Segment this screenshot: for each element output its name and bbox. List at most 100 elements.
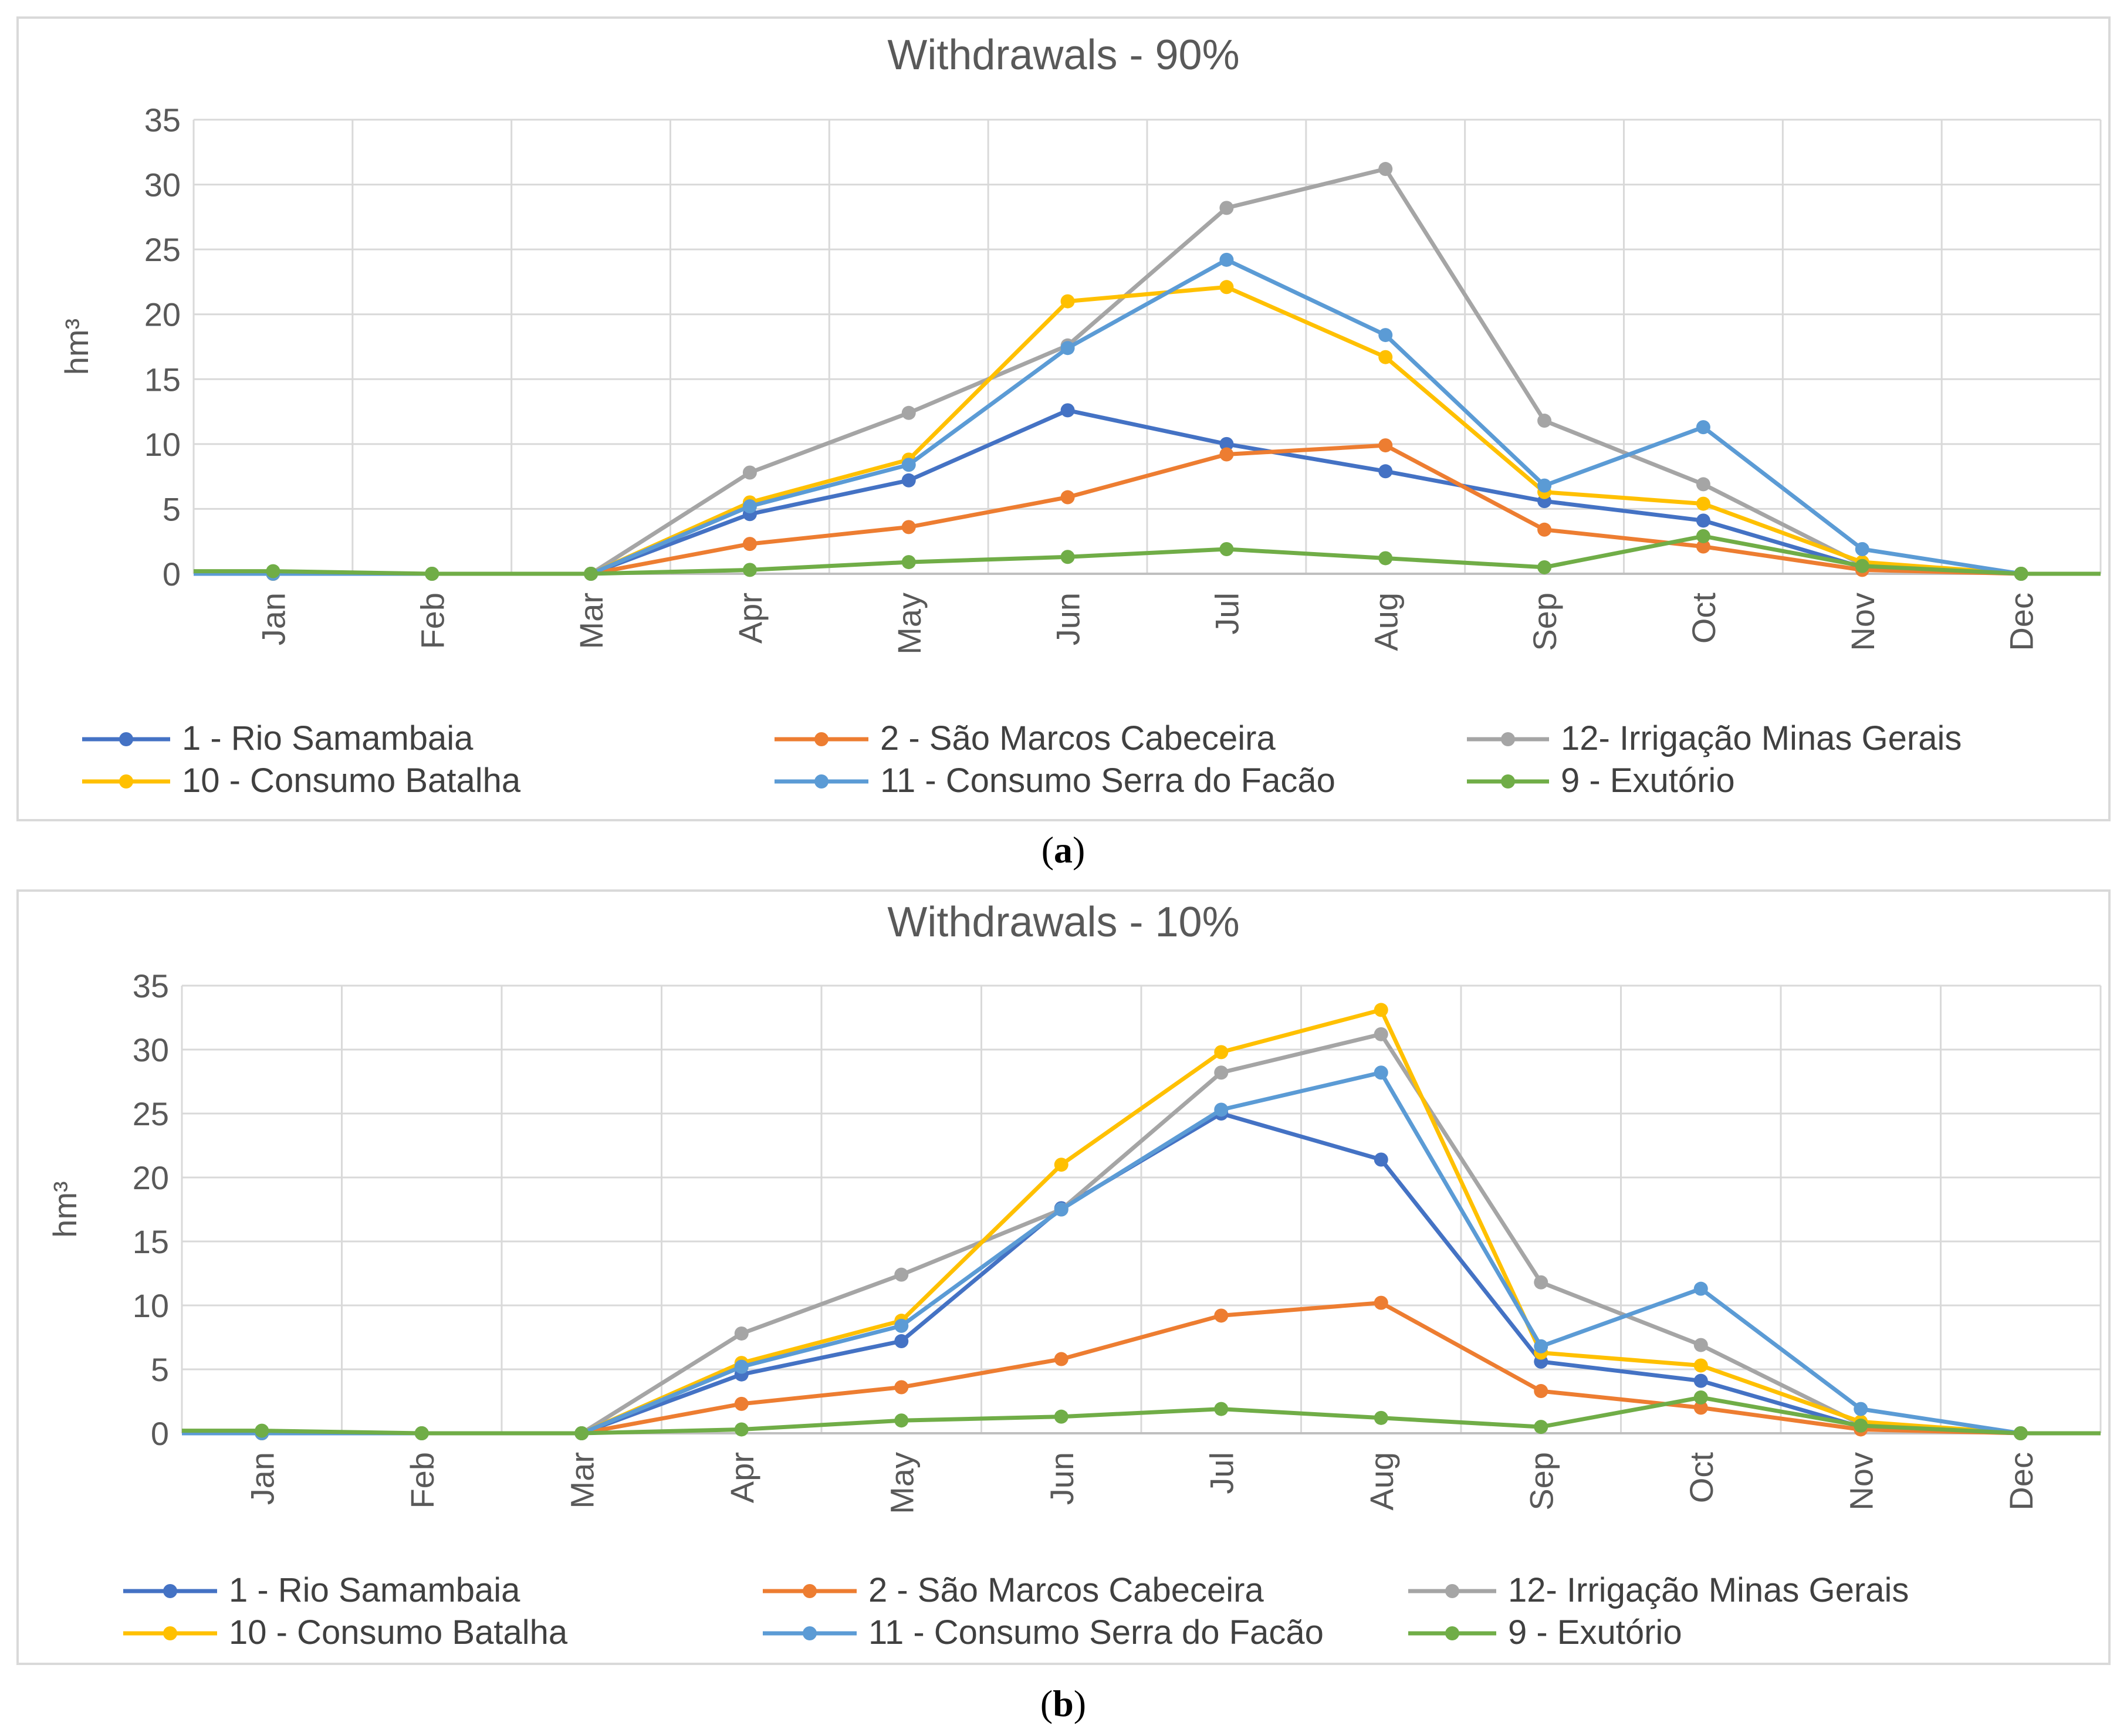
data-point	[901, 520, 916, 534]
legend-item: 12- Irrigação Minas Gerais	[1408, 1571, 1909, 1609]
x-tick-label: Apr	[732, 593, 769, 644]
x-tick-label: Nov	[1842, 1452, 1879, 1511]
data-point	[1054, 1352, 1068, 1366]
data-point	[1854, 1402, 1868, 1416]
legend-swatch-marker	[814, 774, 829, 789]
data-point	[2014, 567, 2028, 581]
legend-item: 12- Irrigação Minas Gerais	[1467, 719, 1962, 757]
y-tick-label: 10	[133, 1287, 169, 1324]
data-point	[1054, 1409, 1068, 1424]
data-point	[1378, 464, 1393, 479]
data-point	[1537, 522, 1552, 537]
data-point	[1696, 529, 1710, 543]
data-point	[1696, 539, 1710, 554]
y-tick-label: 25	[144, 231, 181, 268]
chart-frame	[16, 889, 2111, 1665]
legend-swatch-marker	[119, 774, 133, 789]
data-point	[1693, 1358, 1708, 1373]
legend-item: 10 - Consumo Batalha	[82, 762, 521, 800]
x-tick-label: Mar	[573, 593, 610, 649]
data-point	[1054, 1158, 1068, 1172]
data-point	[1693, 1390, 1708, 1405]
series-line	[182, 1395, 2101, 1436]
data-point	[1534, 1339, 1548, 1353]
data-point	[894, 1267, 909, 1282]
x-tick-label: Aug	[1367, 593, 1404, 651]
data-point	[1374, 1410, 1388, 1425]
data-point	[894, 1334, 909, 1349]
data-point	[894, 1413, 909, 1428]
data-point	[1534, 1275, 1548, 1290]
data-point	[1374, 1027, 1388, 1041]
data-point	[1060, 403, 1075, 418]
y-tick-label: 35	[133, 967, 169, 1004]
data-point	[1219, 252, 1234, 267]
x-tick-label: Oct	[1683, 1452, 1720, 1504]
data-point	[1214, 1308, 1229, 1323]
data-point	[1378, 551, 1393, 566]
data-point	[1537, 560, 1552, 574]
x-tick-label: Feb	[404, 1452, 441, 1509]
x-tick-label: Sep	[1523, 1452, 1560, 1511]
data-point	[901, 405, 916, 420]
y-tick-label: 35	[144, 101, 181, 138]
data-point	[1219, 447, 1234, 462]
y-tick-label: 10	[144, 426, 181, 463]
legend-label: 9 - Exutório	[1561, 762, 1735, 800]
data-point	[1693, 1400, 1708, 1415]
data-point	[1219, 542, 1234, 556]
legend-swatch-marker	[803, 1626, 817, 1640]
x-tick-label: Apr	[723, 1452, 760, 1503]
data-point	[901, 458, 916, 472]
data-point	[742, 465, 757, 480]
data-point	[1214, 1045, 1229, 1060]
legend-item: 9 - Exutório	[1467, 762, 1735, 800]
legend-swatch-marker	[814, 732, 829, 746]
x-tick-label: May	[883, 1452, 920, 1514]
legend-item: 1 - Rio Samambaia	[82, 719, 474, 757]
panel-label: (b)	[1040, 1683, 1086, 1724]
x-tick-label: Jan	[244, 1452, 280, 1505]
x-tick-label: Feb	[414, 593, 451, 649]
data-point	[584, 567, 598, 581]
x-tick-label: Aug	[1363, 1452, 1400, 1511]
data-point	[734, 1396, 749, 1411]
legend-label: 2 - São Marcos Cabeceira	[880, 719, 1276, 757]
data-point	[1374, 1152, 1388, 1167]
data-point	[1219, 201, 1234, 215]
legend-label: 11 - Consumo Serra do Facão	[868, 1613, 1324, 1652]
data-point	[742, 563, 757, 577]
data-point	[1219, 280, 1234, 295]
data-point	[1378, 438, 1393, 453]
data-point	[425, 567, 439, 581]
x-tick-label: Jun	[1043, 1452, 1080, 1505]
y-tick-label: 20	[133, 1159, 169, 1196]
data-point	[1060, 490, 1075, 505]
chart-panel-b: Withdrawals - 10% 0 5 10 15 20 25 30 35 Jan Feb Mar…	[16, 889, 2111, 1665]
data-point	[1214, 1102, 1229, 1117]
data-point	[1060, 294, 1075, 309]
x-tick-label: May	[891, 593, 928, 655]
data-point	[1219, 436, 1234, 451]
legend-label: 12- Irrigação Minas Gerais	[1561, 719, 1962, 757]
data-point	[1537, 478, 1552, 493]
legend-swatch-marker	[1445, 1584, 1459, 1598]
data-point	[901, 555, 916, 570]
data-point	[574, 1426, 589, 1440]
legend-label: 2 - São Marcos Cabeceira	[868, 1571, 1264, 1609]
chart-title: Withdrawals - 90%	[887, 32, 1239, 79]
data-point	[1854, 1418, 1868, 1433]
y-tick-label: 20	[144, 296, 181, 333]
series-line	[194, 534, 2101, 576]
y-tick-label: 15	[144, 361, 181, 398]
data-point	[901, 473, 916, 488]
y-tick-label: 0	[163, 556, 181, 593]
data-point	[1693, 1338, 1708, 1352]
legend-swatch-marker	[1501, 774, 1515, 789]
x-tick-label: Sep	[1526, 593, 1563, 651]
data-point	[414, 1426, 429, 1440]
y-tick-label: 15	[133, 1223, 169, 1260]
legend-label: 10 - Consumo Batalha	[182, 762, 521, 800]
data-point	[1060, 341, 1075, 356]
series-5	[194, 529, 2101, 581]
